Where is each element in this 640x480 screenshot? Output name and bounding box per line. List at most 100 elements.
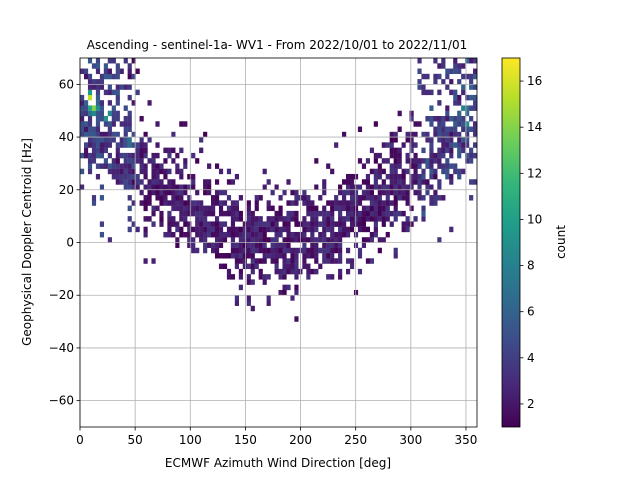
heatmap-cell xyxy=(381,189,386,196)
heatmap-cell xyxy=(258,221,263,227)
heatmap-cell xyxy=(127,110,132,117)
heatmap-cell xyxy=(349,195,355,201)
heatmap-cell xyxy=(246,263,251,270)
heatmap-cell xyxy=(103,158,108,164)
heatmap-cell xyxy=(322,189,327,196)
heatmap-cell xyxy=(214,253,220,259)
heatmap-cell xyxy=(322,247,327,254)
heatmap-cell xyxy=(187,210,192,217)
heatmap-cell xyxy=(167,152,172,159)
heatmap-cell xyxy=(314,247,319,254)
heatmap-cell xyxy=(322,216,327,222)
heatmap-cell xyxy=(334,200,339,206)
heatmap-cell xyxy=(306,237,311,243)
heatmap-cell xyxy=(80,94,85,101)
heatmap-cell xyxy=(465,142,470,148)
heatmap-cell xyxy=(274,263,279,270)
heatmap-cell xyxy=(417,68,422,75)
heatmap-cell xyxy=(91,84,97,90)
heatmap-cell xyxy=(421,210,426,217)
heatmap-cell xyxy=(433,173,438,180)
heatmap-cell xyxy=(338,205,343,212)
heatmap-cell xyxy=(334,205,339,212)
heatmap-cell xyxy=(314,221,319,227)
heatmap-cell xyxy=(294,210,299,217)
heatmap-cell xyxy=(163,231,168,238)
heatmap-cell xyxy=(373,231,378,238)
heatmap-cell xyxy=(187,205,192,212)
heatmap-cell xyxy=(306,253,311,259)
heatmap-cell xyxy=(183,200,188,206)
colorbar-tick-label: 14 xyxy=(527,120,542,134)
heatmap-cell xyxy=(393,200,398,206)
heatmap-cell xyxy=(230,274,236,280)
heatmap-cell xyxy=(214,216,220,222)
heatmap-cell xyxy=(409,205,414,212)
heatmap-cell xyxy=(250,268,255,275)
heatmap-cell xyxy=(203,184,208,190)
colorbar-gradient xyxy=(502,58,520,427)
heatmap-cell xyxy=(457,137,462,143)
heatmap-cell xyxy=(282,242,287,248)
heatmap-cell xyxy=(238,268,243,275)
heatmap-cell xyxy=(282,237,287,243)
heatmap-cell xyxy=(191,205,196,212)
heatmap-cell xyxy=(159,200,164,206)
heatmap-cell xyxy=(115,68,120,75)
heatmap-cell xyxy=(234,205,239,212)
heatmap-cell xyxy=(421,73,426,80)
heatmap-cell xyxy=(167,147,172,154)
heatmap-cell xyxy=(187,221,192,227)
heatmap-cell xyxy=(151,189,156,196)
heatmap-cell xyxy=(461,63,466,69)
heatmap-cell xyxy=(214,195,220,201)
heatmap-cell xyxy=(437,158,442,164)
heatmap-cell xyxy=(294,284,299,291)
heatmap-cell xyxy=(151,184,156,190)
heatmap-cell xyxy=(286,226,291,233)
heatmap-cell xyxy=(469,158,474,164)
heatmap-cell xyxy=(425,158,430,164)
heatmap-cell xyxy=(179,205,184,212)
heatmap-cell xyxy=(91,142,97,148)
heatmap-cell xyxy=(266,274,271,280)
heatmap-cell xyxy=(457,115,462,122)
heatmap-cell xyxy=(286,247,291,254)
heatmap-cell xyxy=(135,142,140,148)
heatmap-cell xyxy=(250,242,255,248)
heatmap-cell xyxy=(191,247,196,254)
heatmap-cell xyxy=(95,58,101,64)
heatmap-cell xyxy=(409,221,414,227)
heatmap-cell xyxy=(421,131,426,138)
heatmap-cell xyxy=(254,195,259,201)
heatmap-cell xyxy=(274,221,279,227)
heatmap-cell xyxy=(469,126,474,132)
heatmap-cell xyxy=(326,163,331,169)
heatmap-cell xyxy=(294,216,299,222)
heatmap-cell xyxy=(211,226,216,233)
heatmap-cell xyxy=(389,221,394,227)
heatmap-cell xyxy=(409,163,414,169)
heatmap-cell xyxy=(107,121,112,127)
heatmap-cell xyxy=(441,137,446,143)
heatmap-cell xyxy=(163,168,168,175)
heatmap-cell xyxy=(115,100,120,106)
heatmap-cell xyxy=(405,189,410,196)
heatmap-cell xyxy=(262,184,267,190)
heatmap-cell xyxy=(445,73,450,80)
heatmap-cell xyxy=(373,210,378,217)
heatmap-cell xyxy=(95,110,101,117)
heatmap-cell xyxy=(139,189,144,196)
heatmap-cell xyxy=(123,179,128,185)
heatmap-cell xyxy=(87,158,93,164)
heatmap-cell xyxy=(290,189,295,196)
heatmap-cell xyxy=(389,200,394,206)
heatmap-cell xyxy=(80,152,85,159)
heatmap-cell xyxy=(322,221,327,227)
heatmap-cell xyxy=(99,231,105,238)
heatmap-cell xyxy=(175,237,180,243)
heatmap-cell xyxy=(397,189,402,196)
heatmap-cell xyxy=(115,179,120,185)
heatmap-cell xyxy=(143,152,148,159)
heatmap-cell xyxy=(203,210,208,217)
